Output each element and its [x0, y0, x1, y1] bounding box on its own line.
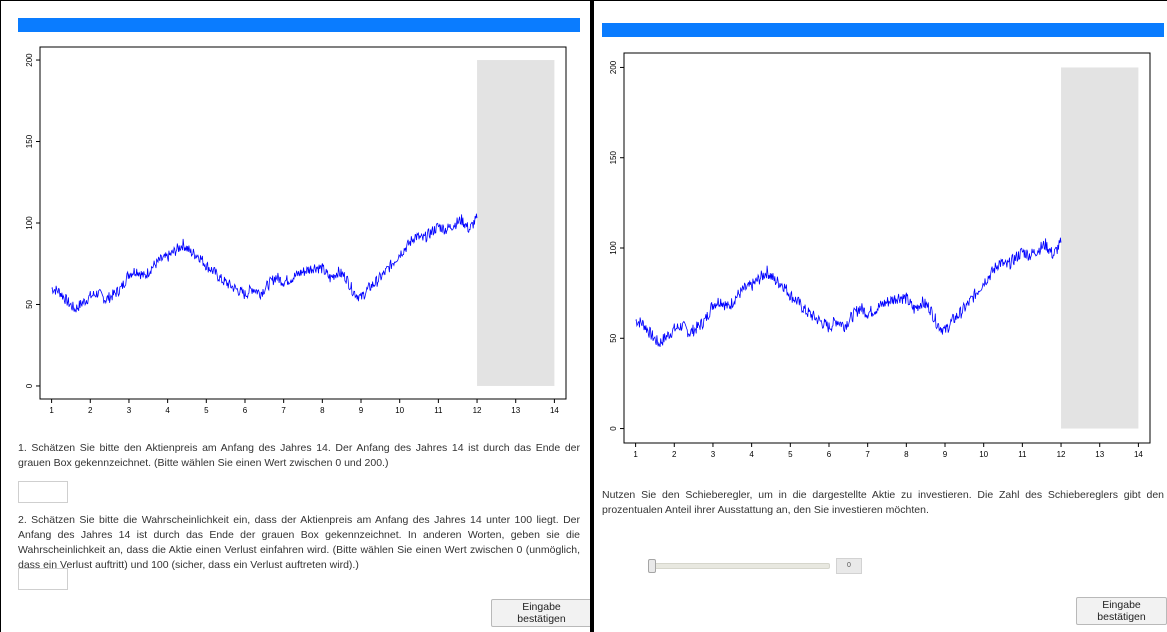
slider-handle[interactable] [648, 559, 656, 573]
x-tick-label: 2 [88, 406, 93, 415]
price-estimate-input[interactable] [18, 481, 68, 503]
loss-probability-input[interactable] [18, 568, 68, 590]
header-bar [602, 23, 1164, 37]
x-tick-label: 5 [204, 406, 209, 415]
y-tick-label: 100 [609, 241, 618, 255]
y-tick-label: 50 [25, 299, 34, 308]
x-tick-label: 14 [550, 406, 559, 415]
y-tick-label: 200 [25, 53, 34, 67]
x-tick-label: 1 [633, 450, 638, 459]
header-bar [18, 18, 580, 32]
x-tick-label: 2 [672, 450, 677, 459]
x-tick-label: 4 [165, 406, 170, 415]
slider-track[interactable] [650, 563, 830, 569]
y-tick-label: 150 [609, 151, 618, 165]
x-tick-label: 6 [827, 450, 832, 459]
price-series-line [51, 213, 478, 313]
left-panel: 1 2 3 4 5 6 7 8 9 10 11 12 13 14 0 50 100 150 200 1. Schät… [0, 0, 592, 632]
x-tick-label: 3 [711, 450, 716, 459]
x-tick-label: 14 [1134, 450, 1143, 459]
investment-instruction: Nutzen Sie den Schieberegler, um in die … [602, 489, 1164, 516]
future-gray-box [477, 60, 555, 386]
question-1: 1. Schätzen Sie bitte den Aktienpreis am… [18, 442, 580, 469]
question-2: 2. Schätzen Sie bitte die Wahrscheinlich… [18, 514, 580, 571]
x-tick-label: 3 [127, 406, 132, 415]
slider-value-display: 0 [836, 558, 862, 574]
submit-button[interactable]: Eingabe bestätigen [1076, 597, 1167, 625]
right-panel: 1 2 3 4 5 6 7 8 9 10 11 12 13 14 0 50 100 150 200 Nutzen S… [592, 0, 1167, 632]
y-tick-label: 200 [609, 60, 618, 74]
y-tick-label: 50 [609, 333, 618, 342]
panel-divider [590, 0, 592, 632]
x-tick-label: 8 [320, 406, 325, 415]
price-series-line [635, 237, 1062, 348]
x-tick-label: 13 [511, 406, 520, 415]
x-tick-label: 10 [979, 450, 988, 459]
x-tick-label: 13 [1095, 450, 1104, 459]
y-tick-label: 100 [25, 216, 34, 230]
x-tick-label: 12 [1057, 450, 1066, 459]
x-tick-label: 8 [904, 450, 909, 459]
submit-button[interactable]: Eingabe bestätigen [491, 599, 592, 627]
x-tick-label: 11 [1018, 450, 1027, 459]
y-tick-label: 0 [609, 426, 618, 431]
y-tick-label: 0 [25, 383, 34, 388]
y-tick-label: 150 [25, 134, 34, 148]
x-tick-label: 7 [281, 406, 286, 415]
x-tick-label: 12 [473, 406, 482, 415]
x-tick-label: 11 [434, 406, 443, 415]
x-tick-label: 10 [395, 406, 404, 415]
future-gray-box [1061, 67, 1139, 429]
x-tick-label: 5 [788, 450, 793, 459]
x-tick-label: 9 [943, 450, 948, 459]
x-tick-label: 9 [359, 406, 364, 415]
x-tick-label: 6 [243, 406, 248, 415]
investment-slider[interactable]: 0 [648, 558, 870, 574]
x-tick-label: 4 [749, 450, 754, 459]
x-tick-label: 1 [49, 406, 54, 415]
x-tick-label: 7 [865, 450, 870, 459]
